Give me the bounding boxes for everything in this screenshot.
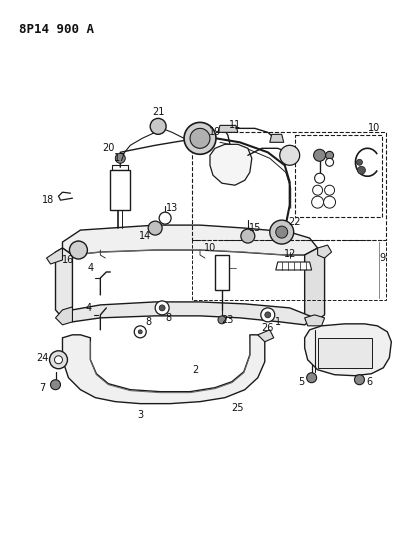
Bar — [192, 240, 386, 300]
Polygon shape — [210, 144, 252, 185]
Bar — [192, 132, 386, 240]
Text: 23: 23 — [222, 315, 234, 325]
Circle shape — [115, 154, 125, 163]
Circle shape — [261, 308, 275, 322]
Circle shape — [326, 158, 334, 166]
Circle shape — [270, 220, 294, 244]
Circle shape — [265, 312, 271, 318]
Bar — [215, 255, 229, 290]
Polygon shape — [276, 262, 312, 270]
Circle shape — [70, 241, 88, 259]
Text: 1: 1 — [275, 317, 281, 327]
Circle shape — [50, 379, 61, 390]
Circle shape — [357, 159, 363, 165]
Polygon shape — [305, 315, 325, 326]
Text: 10: 10 — [204, 243, 216, 253]
Text: 8P14 900 A: 8P14 900 A — [19, 22, 94, 36]
Text: 3: 3 — [137, 410, 143, 419]
Circle shape — [325, 185, 335, 195]
Text: 18: 18 — [42, 195, 55, 205]
Text: 17: 17 — [114, 154, 127, 163]
Circle shape — [354, 375, 364, 385]
Polygon shape — [55, 307, 72, 325]
Polygon shape — [46, 248, 63, 264]
Text: 22: 22 — [289, 217, 301, 227]
Text: 26: 26 — [262, 323, 274, 333]
Text: 12: 12 — [284, 249, 296, 259]
Polygon shape — [305, 248, 325, 322]
Circle shape — [280, 146, 300, 165]
Text: 4: 4 — [85, 303, 92, 313]
Circle shape — [276, 226, 288, 238]
Polygon shape — [63, 302, 315, 325]
Text: 13: 13 — [166, 203, 178, 213]
Circle shape — [190, 128, 210, 148]
Polygon shape — [55, 248, 72, 318]
Text: 14: 14 — [139, 231, 151, 241]
Circle shape — [155, 301, 169, 315]
Polygon shape — [317, 245, 332, 258]
Polygon shape — [305, 324, 392, 376]
Text: 5: 5 — [299, 377, 305, 387]
Polygon shape — [63, 225, 317, 255]
Text: 15: 15 — [249, 223, 261, 233]
Text: 19: 19 — [209, 127, 221, 138]
Text: 10: 10 — [368, 123, 381, 133]
Bar — [317, 338, 372, 368]
Circle shape — [159, 305, 165, 311]
Circle shape — [134, 326, 146, 338]
Bar — [110, 170, 130, 210]
Circle shape — [55, 356, 63, 364]
Text: 24: 24 — [36, 353, 49, 363]
Circle shape — [312, 196, 324, 208]
Text: 4: 4 — [88, 263, 94, 273]
Text: 25: 25 — [232, 402, 244, 413]
Circle shape — [50, 351, 68, 369]
Circle shape — [314, 149, 326, 161]
Circle shape — [357, 166, 365, 174]
Polygon shape — [63, 335, 265, 403]
Text: 16: 16 — [62, 255, 74, 265]
Circle shape — [184, 123, 216, 154]
Circle shape — [315, 173, 325, 183]
Circle shape — [306, 373, 317, 383]
Text: 21: 21 — [152, 108, 164, 117]
Text: 6: 6 — [366, 377, 372, 387]
Text: 20: 20 — [102, 143, 114, 154]
Circle shape — [138, 330, 142, 334]
Bar — [295, 135, 383, 217]
Text: 2: 2 — [192, 365, 198, 375]
Circle shape — [313, 185, 323, 195]
Circle shape — [218, 316, 226, 324]
Circle shape — [326, 151, 334, 159]
Polygon shape — [270, 134, 284, 142]
Polygon shape — [218, 125, 238, 132]
Text: 7: 7 — [39, 383, 46, 393]
Text: 9: 9 — [379, 253, 385, 263]
Circle shape — [241, 229, 255, 243]
Circle shape — [148, 221, 162, 235]
Circle shape — [324, 196, 335, 208]
Circle shape — [150, 118, 166, 134]
Text: 8: 8 — [145, 317, 151, 327]
Text: 8: 8 — [165, 313, 171, 323]
Polygon shape — [258, 330, 274, 342]
Circle shape — [159, 212, 171, 224]
Text: 11: 11 — [229, 120, 241, 131]
